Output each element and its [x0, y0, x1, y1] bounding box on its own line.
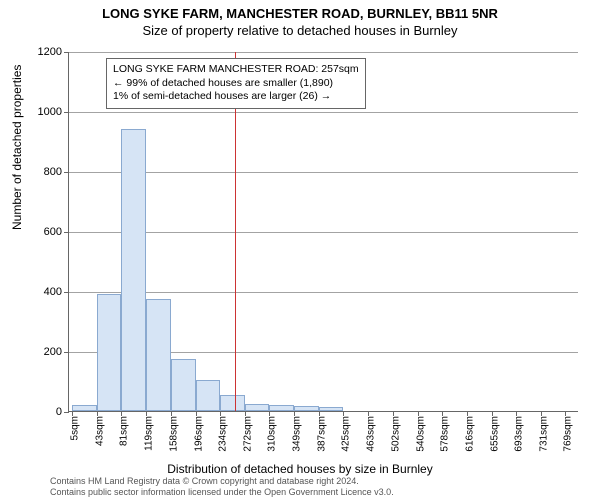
y-tick: [64, 352, 69, 353]
y-tick: [64, 112, 69, 113]
y-tick-label: 600: [22, 226, 62, 238]
histogram-bar: [97, 294, 122, 411]
chart-title-block: LONG SYKE FARM, MANCHESTER ROAD, BURNLEY…: [0, 0, 600, 38]
x-tick-label: 540sqm: [415, 416, 426, 452]
annotation-line2: ← 99% of detached houses are smaller (1,…: [113, 77, 359, 91]
footer: Contains HM Land Registry data © Crown c…: [50, 476, 592, 498]
x-axis-title: Distribution of detached houses by size …: [0, 462, 600, 476]
histogram-bar: [146, 299, 171, 412]
y-tick: [64, 292, 69, 293]
title-line1: LONG SYKE FARM, MANCHESTER ROAD, BURNLEY…: [0, 6, 600, 21]
histogram-bar: [220, 395, 245, 412]
histogram-bar: [171, 359, 196, 412]
histogram-bar: [319, 407, 344, 412]
x-tick-label: 502sqm: [391, 416, 402, 452]
x-tick-label: 693sqm: [514, 416, 525, 452]
footer-line2: Contains public sector information licen…: [50, 487, 592, 498]
x-tick-label: 387sqm: [316, 416, 327, 452]
x-tick-label: 196sqm: [193, 416, 204, 452]
x-tick-label: 463sqm: [365, 416, 376, 452]
annotation-box: LONG SYKE FARM MANCHESTER ROAD: 257sqm ←…: [106, 58, 366, 109]
y-tick-label: 800: [22, 166, 62, 178]
x-tick-label: 234sqm: [218, 416, 229, 452]
histogram-bar: [72, 405, 97, 411]
x-tick-label: 616sqm: [464, 416, 475, 452]
x-tick-label: 349sqm: [292, 416, 303, 452]
x-tick-label: 119sqm: [143, 416, 154, 451]
y-tick-label: 1200: [22, 46, 62, 58]
x-tick-label: 425sqm: [341, 416, 352, 452]
x-tick-label: 158sqm: [169, 416, 180, 452]
histogram-bar: [245, 404, 270, 412]
annotation-line1: LONG SYKE FARM MANCHESTER ROAD: 257sqm: [113, 63, 359, 77]
y-tick-label: 1000: [22, 106, 62, 118]
x-tick-label: 769sqm: [563, 416, 574, 452]
footer-line1: Contains HM Land Registry data © Crown c…: [50, 476, 592, 487]
x-tick-label: 731sqm: [538, 416, 549, 452]
y-tick-label: 200: [22, 346, 62, 358]
gridline: [69, 112, 578, 113]
x-tick-label: 655sqm: [489, 416, 500, 452]
histogram-bar: [269, 405, 294, 411]
x-tick-label: 43sqm: [94, 416, 105, 446]
y-tick-label: 0: [22, 406, 62, 418]
x-tick-label: 5sqm: [70, 416, 81, 440]
y-tick: [64, 52, 69, 53]
x-tick-label: 81sqm: [119, 416, 130, 446]
title-line2: Size of property relative to detached ho…: [0, 23, 600, 38]
y-tick: [64, 172, 69, 173]
histogram-bar: [294, 406, 319, 411]
x-tick-label: 578sqm: [440, 416, 451, 452]
histogram-bar: [121, 129, 146, 411]
x-tick-label: 310sqm: [267, 416, 278, 452]
annotation-line3: 1% of semi-detached houses are larger (2…: [113, 90, 359, 104]
y-tick: [64, 412, 69, 413]
y-tick: [64, 232, 69, 233]
histogram-bar: [196, 380, 221, 412]
y-tick-label: 400: [22, 286, 62, 298]
x-tick-label: 272sqm: [242, 416, 253, 452]
y-axis-title: Number of detached properties: [10, 65, 24, 230]
gridline: [69, 52, 578, 53]
